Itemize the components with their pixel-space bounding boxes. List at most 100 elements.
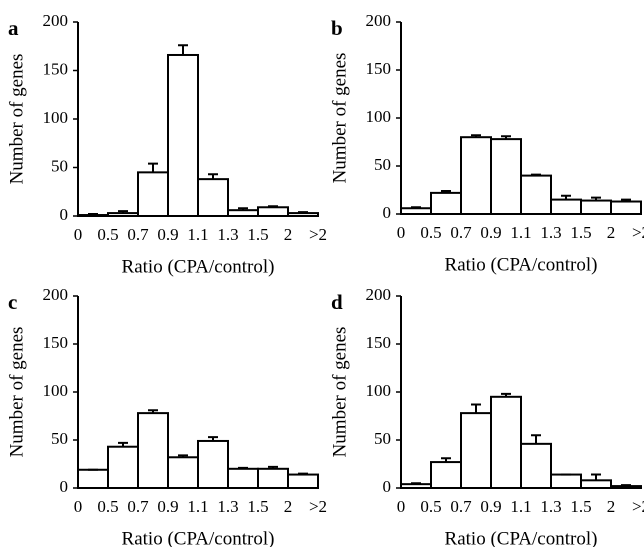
error-bar <box>268 205 278 208</box>
bar <box>77 468 109 490</box>
x-tick-label: >2 <box>632 497 644 516</box>
bar <box>490 395 522 489</box>
y-tick-label: 200 <box>43 11 69 30</box>
error-bar <box>178 454 188 458</box>
y-tick-label: 100 <box>366 381 392 400</box>
error-bar <box>621 198 631 202</box>
x-tick-label: 0.9 <box>480 223 501 242</box>
y-tick-label: 0 <box>60 205 69 224</box>
error-bar <box>238 207 248 211</box>
x-tick-label: 0.9 <box>157 225 178 244</box>
x-tick-label: 0.7 <box>127 497 149 516</box>
bar <box>580 199 612 215</box>
x-tick-label: 0 <box>397 223 406 242</box>
bar <box>107 445 139 489</box>
x-tick-label: 0 <box>74 225 83 244</box>
x-tick-label: 0.5 <box>97 225 118 244</box>
bar <box>287 212 319 217</box>
error-bar <box>501 392 511 397</box>
x-tick-label: 0.9 <box>157 497 178 516</box>
x-tick-label: 1.1 <box>510 497 531 516</box>
error-bar <box>561 194 571 200</box>
y-axis-title: Number of genes <box>6 54 27 185</box>
bar <box>287 473 319 489</box>
x-tick-label: 1.5 <box>247 497 268 516</box>
error-bar <box>531 173 541 176</box>
bar <box>460 136 492 215</box>
y-tick-label: 200 <box>43 285 69 304</box>
panel-label: a <box>8 16 19 40</box>
x-tick-label: 1.3 <box>217 497 238 516</box>
x-tick-label: >2 <box>632 223 644 242</box>
x-tick-label: 0.5 <box>420 223 441 242</box>
bar <box>460 412 492 489</box>
y-tick-label: 50 <box>51 156 68 175</box>
bar <box>77 214 109 217</box>
bar <box>550 198 582 216</box>
x-tick-label: 0.5 <box>97 497 118 516</box>
bar <box>550 473 582 489</box>
bar <box>137 412 169 489</box>
x-tick-label: >2 <box>309 497 327 516</box>
x-tick-label: 0.7 <box>450 497 472 516</box>
x-tick-label: 1.5 <box>570 223 591 242</box>
error-bar <box>411 482 421 485</box>
bar <box>167 53 199 218</box>
y-tick-label: 50 <box>374 429 391 448</box>
x-tick-label: >2 <box>309 225 327 244</box>
y-tick-label: 150 <box>366 333 392 352</box>
x-tick-label: 0.7 <box>127 225 149 244</box>
bar <box>610 200 642 216</box>
x-axis-title: Ratio (CPA/control) <box>445 254 598 275</box>
error-bar <box>298 211 308 214</box>
error-bar <box>268 465 278 469</box>
error-bar <box>411 206 421 209</box>
bar <box>430 461 462 489</box>
error-bar <box>148 409 158 414</box>
y-axis-title: Number of genes <box>329 53 350 184</box>
bar <box>490 138 522 215</box>
y-tick-label: 0 <box>383 203 392 222</box>
x-tick-label: 1.3 <box>217 225 238 244</box>
bar <box>197 178 229 217</box>
y-tick-label: 100 <box>43 108 69 127</box>
y-tick-label: 100 <box>366 107 392 126</box>
x-axis-title: Ratio (CPA/control) <box>122 256 275 277</box>
y-tick-label: 150 <box>43 59 69 78</box>
y-tick-label: 50 <box>51 429 68 448</box>
error-bar <box>238 466 248 469</box>
error-bar <box>178 44 188 55</box>
error-bar <box>118 441 128 447</box>
x-tick-label: 1.5 <box>247 225 268 244</box>
error-bar <box>298 472 308 475</box>
panel-label: d <box>331 290 343 314</box>
bar <box>580 479 612 490</box>
bar <box>257 467 289 489</box>
y-tick-label: 100 <box>43 381 69 400</box>
x-tick-label: 1.1 <box>187 497 208 516</box>
y-tick-label: 0 <box>60 477 69 496</box>
error-bar <box>621 484 631 487</box>
bar <box>400 483 432 490</box>
error-bar <box>88 213 98 216</box>
error-bar <box>501 135 511 140</box>
error-bar <box>441 189 451 193</box>
x-tick-label: 1.5 <box>570 497 591 516</box>
bar <box>197 439 229 489</box>
error-bar <box>591 196 601 201</box>
error-bar <box>148 162 158 173</box>
y-tick-label: 0 <box>383 477 392 496</box>
x-tick-label: 0.7 <box>450 223 472 242</box>
x-tick-label: 0 <box>397 497 406 516</box>
bar <box>167 456 199 489</box>
x-tick-label: 0 <box>74 497 83 516</box>
y-tick-label: 150 <box>366 59 392 78</box>
bar <box>257 206 289 218</box>
error-bar <box>591 473 601 481</box>
bar <box>137 171 169 218</box>
error-bar <box>118 210 128 214</box>
x-tick-label: 0.5 <box>420 497 441 516</box>
bar <box>520 174 552 216</box>
error-bar <box>471 134 481 138</box>
